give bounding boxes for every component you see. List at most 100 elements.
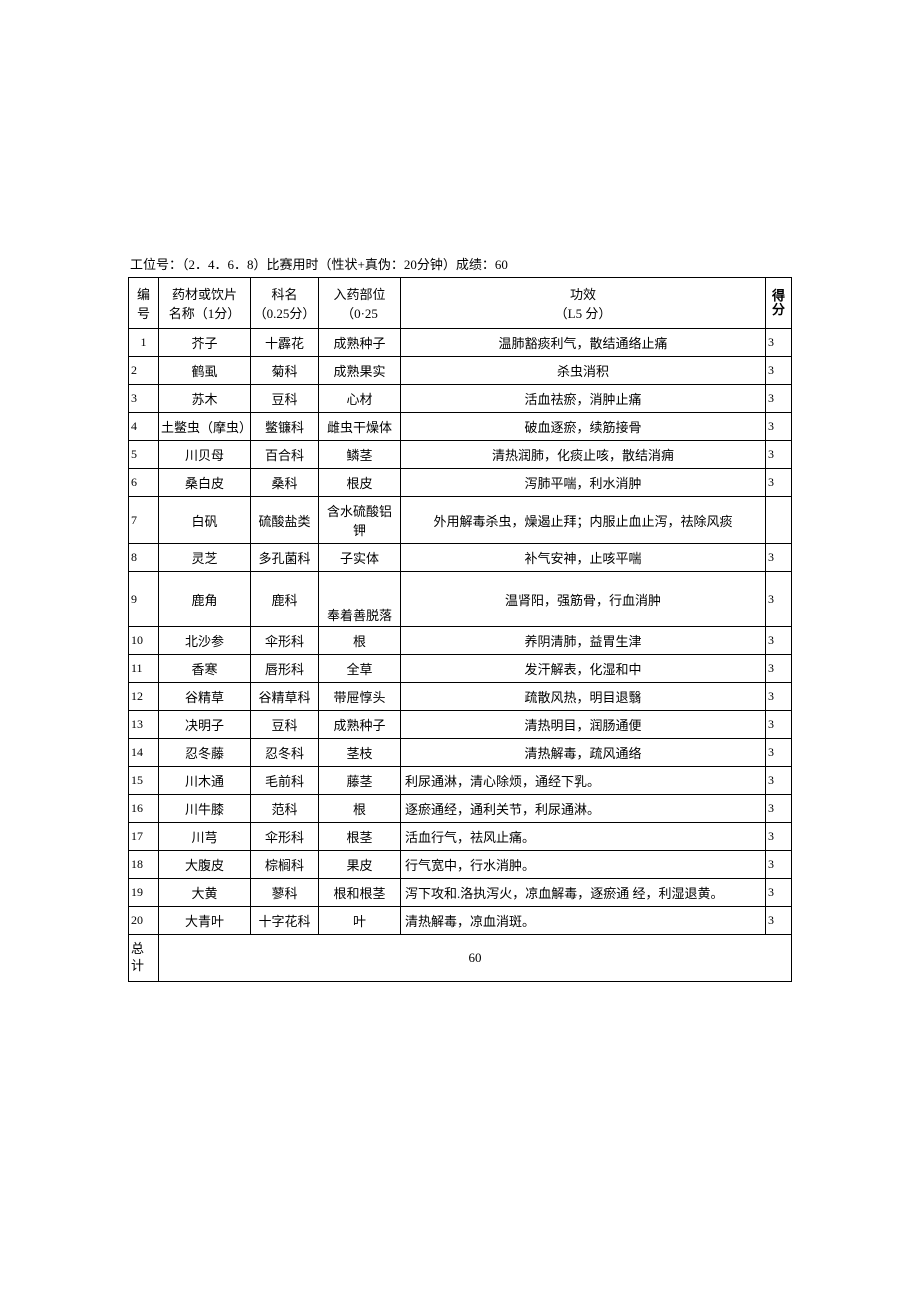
medicinal-part: 鳞茎 [319,441,401,469]
row-score: 3 [766,767,792,795]
family-name: 伞形科 [251,627,319,655]
row-number: 6 [129,469,159,497]
row-number: 9 [129,572,159,627]
family-name: 鹿科 [251,572,319,627]
medicinal-part: 带屉惇头 [319,683,401,711]
family-name: 菊科 [251,357,319,385]
row-score: 3 [766,544,792,572]
effect: 泻下攻和.洛执泻火，凉血解毒，逐瘀通 经，利湿退黄。 [401,879,766,907]
row-score: 3 [766,879,792,907]
row-score: 3 [766,469,792,497]
row-number: 13 [129,711,159,739]
medicine-name: 大腹皮 [159,851,251,879]
table-row: 5川贝母百合科鳞茎清热润肺，化痰止咳，散结消痈3 [129,441,792,469]
table-row: 8灵芝多孔菌科子实体补气安神，止咳平喘3 [129,544,792,572]
medicinal-part: 含水硫酸铝钾 [319,497,401,544]
row-number: 14 [129,739,159,767]
medicinal-part: 根皮 [319,469,401,497]
family-name: 唇形科 [251,655,319,683]
medicinal-part: 心材 [319,385,401,413]
row-score: 3 [766,329,792,357]
medicinal-part: 果皮 [319,851,401,879]
effect: 泻肺平喘，利水消肿 [401,469,766,497]
medicine-name: 忍冬藤 [159,739,251,767]
effect: 逐瘀通经，通利关节，利尿通淋。 [401,795,766,823]
medicine-name: 川芎 [159,823,251,851]
row-score: 3 [766,907,792,935]
effect: 破血逐瘀，续筋接骨 [401,413,766,441]
family-name: 硫酸盐类 [251,497,319,544]
row-number: 10 [129,627,159,655]
medicinal-part: 全草 [319,655,401,683]
row-number: 15 [129,767,159,795]
table-row: 19大黄蓼科根和根茎泻下攻和.洛执泻火，凉血解毒，逐瘀通 经，利湿退黄。3 [129,879,792,907]
family-name: 十霹花 [251,329,319,357]
family-name: 多孔菌科 [251,544,319,572]
medicine-name: 大黄 [159,879,251,907]
effect: 养阴清肺，益胃生津 [401,627,766,655]
effect: 清热明目，润肠通便 [401,711,766,739]
table-row: 12谷精草谷精草科带屉惇头疏散风热，明目退翳3 [129,683,792,711]
effect: 活血祛瘀，消肿止痛 [401,385,766,413]
row-number: 2 [129,357,159,385]
total-label: 总计 [129,935,159,982]
col-family-header: 科名 （0.25分） [251,278,319,329]
row-score: 3 [766,711,792,739]
total-row: 总计60 [129,935,792,982]
row-number: 4 [129,413,159,441]
row-score: 3 [766,572,792,627]
medicinal-part: 根茎 [319,823,401,851]
family-name: 豆科 [251,385,319,413]
medicine-name: 谷精草 [159,683,251,711]
family-name: 伞形科 [251,823,319,851]
document-page: 工位号：（2．4．6．8）比赛用时（性状+真伪：20分钟）成绩：60 编 号 药… [0,0,920,1042]
medicine-name: 桑白皮 [159,469,251,497]
medicinal-part: 叶 [319,907,401,935]
effect: 清热润肺，化痰止咳，散结消痈 [401,441,766,469]
medicine-name: 香寒 [159,655,251,683]
medicinal-part: 根 [319,795,401,823]
col-name-header: 药材或饮片 名称（1分） [159,278,251,329]
effect: 温肾阳，强筋骨，行血消肿 [401,572,766,627]
table-row: 1芥子十霹花成熟种子温肺豁痰利气，散结通络止痛3 [129,329,792,357]
table-row: 11香寒唇形科全草发汗解表，化湿和中3 [129,655,792,683]
row-number: 17 [129,823,159,851]
medicinal-part: 成熟种子 [319,711,401,739]
col-score-header: 得分 [766,278,792,329]
medicine-name: 川牛膝 [159,795,251,823]
medicinal-part: 藤茎 [319,767,401,795]
family-name: 十字花科 [251,907,319,935]
medicine-name: 鹤虱 [159,357,251,385]
medicinal-part: 子实体 [319,544,401,572]
row-number: 18 [129,851,159,879]
medicine-name: 北沙参 [159,627,251,655]
table-row: 13决明子豆科成熟种子清热明目，润肠通便3 [129,711,792,739]
row-number: 16 [129,795,159,823]
row-score: 3 [766,627,792,655]
family-name: 棕榈科 [251,851,319,879]
family-name: 桑科 [251,469,319,497]
row-score: 3 [766,823,792,851]
table-row: 16川牛膝范科根逐瘀通经，通利关节，利尿通淋。3 [129,795,792,823]
medicine-name: 灵芝 [159,544,251,572]
row-score: 3 [766,683,792,711]
medicinal-part: 雌虫干燥体 [319,413,401,441]
medicine-name: 川贝母 [159,441,251,469]
medicinal-part: 茎枝 [319,739,401,767]
row-number: 20 [129,907,159,935]
family-name: 百合科 [251,441,319,469]
effect: 发汗解表，化湿和中 [401,655,766,683]
row-number: 1 [129,329,159,357]
medicine-name: 芥子 [159,329,251,357]
medicine-name: 白矾 [159,497,251,544]
medicine-name: 决明子 [159,711,251,739]
col-effect-header: 功效 （L5 分） [401,278,766,329]
effect: 利尿通淋，清心除烦，通经下乳。 [401,767,766,795]
family-name: 豆科 [251,711,319,739]
effect: 清热解毒，凉血消斑。 [401,907,766,935]
row-score: 3 [766,655,792,683]
row-score: 3 [766,795,792,823]
effect: 外用解毒杀虫，燥遏止拜；内服止血止泻，祛除风痰 [401,497,766,544]
col-num-header: 编 号 [129,278,159,329]
row-number: 5 [129,441,159,469]
